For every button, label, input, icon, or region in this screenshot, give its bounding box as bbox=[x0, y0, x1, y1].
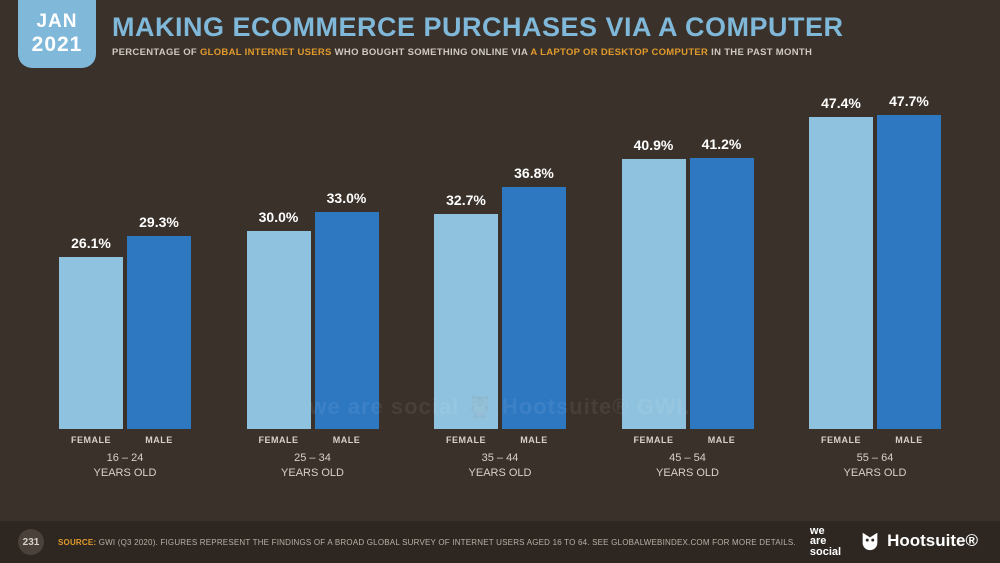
bar-female bbox=[434, 214, 498, 430]
bar-wrap-male: 41.2% MALE bbox=[690, 136, 754, 446]
date-badge: JAN 2021 bbox=[18, 0, 96, 68]
bar-value: 32.7% bbox=[446, 192, 486, 208]
bar-value: 40.9% bbox=[634, 137, 674, 153]
wearesocial-logo: wearesocial bbox=[810, 526, 841, 557]
bar-series-label: FEMALE bbox=[71, 435, 111, 445]
header: MAKING ECOMMERCE PURCHASES VIA A COMPUTE… bbox=[112, 12, 980, 58]
bar-wrap-male: 47.7% MALE bbox=[877, 93, 941, 446]
bar-male bbox=[127, 236, 191, 429]
bar-series-label: MALE bbox=[333, 435, 361, 445]
subtitle-text: PERCENTAGE OF bbox=[112, 47, 200, 58]
bar-female bbox=[59, 257, 123, 429]
age-group-label: 45 – 54YEARS OLD bbox=[656, 451, 719, 480]
date-month: JAN bbox=[36, 11, 77, 33]
bar-chart: 26.1% FEMALE 29.3% MALE 16 – 24YEARS OLD 30.0… bbox=[40, 100, 960, 480]
subtitle-highlight: GLOBAL INTERNET USERS bbox=[200, 47, 332, 58]
bar-series-label: FEMALE bbox=[446, 435, 486, 445]
bar-pair: 40.9% FEMALE 41.2% MALE bbox=[622, 115, 754, 445]
bar-male bbox=[690, 158, 754, 430]
bar-male bbox=[315, 212, 379, 430]
bar-value: 26.1% bbox=[71, 235, 111, 251]
bar-value: 47.7% bbox=[889, 93, 929, 109]
bar-female bbox=[809, 117, 873, 430]
page-subtitle: PERCENTAGE OF GLOBAL INTERNET USERS WHO … bbox=[112, 47, 980, 58]
bar-group: 40.9% FEMALE 41.2% MALE 45 – 54YEARS OLD bbox=[603, 115, 773, 480]
date-year: 2021 bbox=[32, 33, 83, 57]
bar-series-label: MALE bbox=[145, 435, 173, 445]
bar-wrap-male: 36.8% MALE bbox=[502, 165, 566, 446]
subtitle-highlight: A LAPTOP OR DESKTOP COMPUTER bbox=[530, 47, 708, 58]
bar-wrap-female: 26.1% FEMALE bbox=[59, 235, 123, 445]
bar-wrap-female: 32.7% FEMALE bbox=[434, 192, 498, 446]
bar-pair: 47.4%FEMALE47.7%MALE bbox=[809, 115, 941, 445]
bar-pair: 26.1% FEMALE 29.3% MALE bbox=[59, 115, 191, 445]
bar-value: 47.4% bbox=[821, 95, 861, 111]
age-group-label: 35 – 44YEARS OLD bbox=[469, 451, 532, 480]
bar-value: 41.2% bbox=[702, 136, 742, 152]
page-title: MAKING ECOMMERCE PURCHASES VIA A COMPUTE… bbox=[112, 12, 980, 43]
bar-wrap-female: 40.9% FEMALE bbox=[622, 137, 686, 445]
subtitle-text: IN THE PAST MONTH bbox=[708, 47, 812, 58]
bar-series-label: FEMALE bbox=[634, 435, 674, 445]
bar-series-label: MALE bbox=[895, 435, 923, 445]
bar-series-label: MALE bbox=[708, 435, 736, 445]
bar-pair: 32.7% FEMALE 36.8% MALE bbox=[434, 115, 566, 445]
bar-female bbox=[247, 231, 311, 429]
footer-logos: wearesocial Hootsuite® bbox=[810, 526, 978, 557]
bar-value: 29.3% bbox=[139, 214, 179, 230]
bar-pair: 30.0% FEMALE 33.0% MALE bbox=[247, 115, 379, 445]
hootsuite-logo: Hootsuite® bbox=[859, 530, 978, 552]
age-group-label: 25 – 34YEARS OLD bbox=[281, 451, 344, 480]
bar-group: 32.7% FEMALE 36.8% MALE 35 – 44YEARS OLD bbox=[415, 115, 585, 480]
bar-female bbox=[622, 159, 686, 429]
age-group-label: 16 – 24YEARS OLD bbox=[94, 451, 157, 480]
hootsuite-text: Hootsuite® bbox=[887, 531, 978, 551]
bar-group: 47.4%FEMALE47.7%MALE 55 – 64YEARS OLD bbox=[790, 115, 960, 480]
bar-male bbox=[502, 187, 566, 430]
bar-series-label: FEMALE bbox=[259, 435, 299, 445]
bar-value: 30.0% bbox=[259, 209, 299, 225]
bar-wrap-male: 29.3% MALE bbox=[127, 214, 191, 445]
bar-value: 36.8% bbox=[514, 165, 554, 181]
bar-wrap-male: 33.0% MALE bbox=[315, 190, 379, 446]
bar-value: 33.0% bbox=[327, 190, 367, 206]
subtitle-text: WHO BOUGHT SOMETHING ONLINE VIA bbox=[332, 47, 531, 58]
age-group-label: 55 – 64YEARS OLD bbox=[844, 451, 907, 480]
bar-wrap-female: 47.4% FEMALE bbox=[809, 95, 873, 446]
source-text: GWI (Q3 2020). FIGURES REPRESENT THE FIN… bbox=[96, 538, 796, 547]
source-citation: SOURCE: GWI (Q3 2020). FIGURES REPRESENT… bbox=[58, 538, 796, 547]
page-number: 231 bbox=[18, 529, 44, 555]
bar-male bbox=[877, 115, 941, 430]
bar-series-label: MALE bbox=[520, 435, 548, 445]
source-label: SOURCE: bbox=[58, 538, 96, 547]
bar-wrap-female: 30.0% FEMALE bbox=[247, 209, 311, 445]
bar-group: 26.1% FEMALE 29.3% MALE 16 – 24YEARS OLD bbox=[40, 115, 210, 480]
bar-group: 30.0% FEMALE 33.0% MALE 25 – 34YEARS OLD bbox=[228, 115, 398, 480]
bar-series-label: FEMALE bbox=[821, 435, 861, 445]
owl-icon bbox=[859, 530, 881, 552]
